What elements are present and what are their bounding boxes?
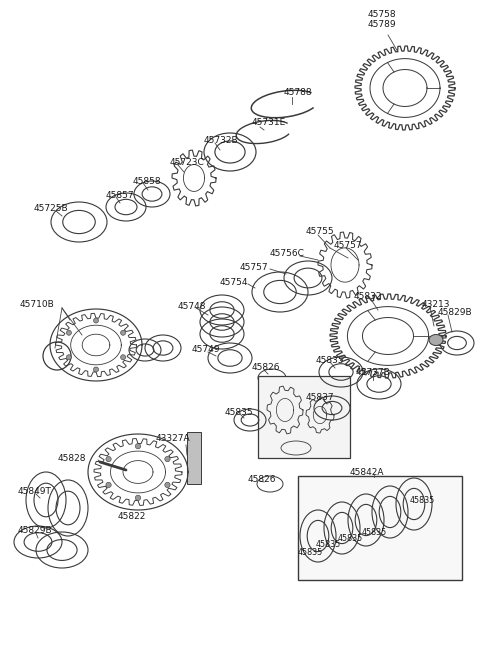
Text: 45731E: 45731E: [252, 118, 286, 127]
Text: 45835: 45835: [316, 356, 345, 365]
Text: 45788: 45788: [284, 88, 312, 97]
Circle shape: [106, 482, 111, 487]
Text: 43213: 43213: [422, 300, 451, 309]
Circle shape: [165, 482, 170, 487]
Text: 45789: 45789: [368, 20, 396, 29]
Text: 43327A: 43327A: [156, 434, 191, 443]
Text: 45857: 45857: [106, 191, 134, 200]
Circle shape: [94, 318, 98, 323]
Text: 45710B: 45710B: [20, 300, 55, 309]
Text: 45723C: 45723C: [170, 158, 205, 167]
Text: 45749: 45749: [192, 345, 220, 354]
Text: 45835: 45835: [225, 408, 253, 417]
Text: 45822: 45822: [118, 512, 146, 521]
Text: 45826: 45826: [252, 363, 280, 372]
Text: 45858: 45858: [133, 177, 162, 186]
Text: 45832: 45832: [354, 292, 383, 301]
Circle shape: [106, 457, 111, 462]
Text: 45737B: 45737B: [356, 368, 391, 377]
Circle shape: [135, 443, 141, 449]
Text: 45758: 45758: [368, 10, 396, 19]
Text: 45835: 45835: [338, 534, 363, 543]
Text: 45725B: 45725B: [34, 204, 69, 213]
Circle shape: [120, 330, 126, 335]
Circle shape: [94, 367, 98, 372]
Circle shape: [165, 457, 170, 462]
Circle shape: [66, 330, 72, 335]
Text: 45829B: 45829B: [18, 526, 53, 535]
Bar: [298, 476, 462, 580]
Text: 45754: 45754: [220, 278, 249, 287]
Ellipse shape: [429, 335, 443, 345]
Text: 45755: 45755: [306, 227, 335, 236]
Text: 45756C: 45756C: [270, 249, 305, 258]
Text: 45849T: 45849T: [18, 487, 52, 496]
Text: 45826: 45826: [248, 475, 276, 484]
Bar: [258, 376, 350, 458]
Circle shape: [66, 355, 72, 360]
Circle shape: [135, 495, 141, 500]
Text: 45748: 45748: [178, 302, 206, 311]
Text: 45757: 45757: [334, 241, 362, 250]
Text: 45829B: 45829B: [438, 308, 473, 317]
Text: 45835: 45835: [362, 528, 387, 537]
Text: 45842A: 45842A: [350, 468, 384, 477]
Text: 45835: 45835: [316, 540, 341, 549]
Circle shape: [120, 355, 126, 360]
Text: 45828: 45828: [58, 454, 86, 463]
Text: 45732B: 45732B: [204, 136, 239, 145]
Text: 45757: 45757: [240, 263, 269, 272]
Text: 45837: 45837: [306, 393, 335, 402]
Text: 45835: 45835: [410, 496, 435, 505]
Text: 45835: 45835: [298, 548, 323, 557]
Bar: [187, 432, 201, 484]
